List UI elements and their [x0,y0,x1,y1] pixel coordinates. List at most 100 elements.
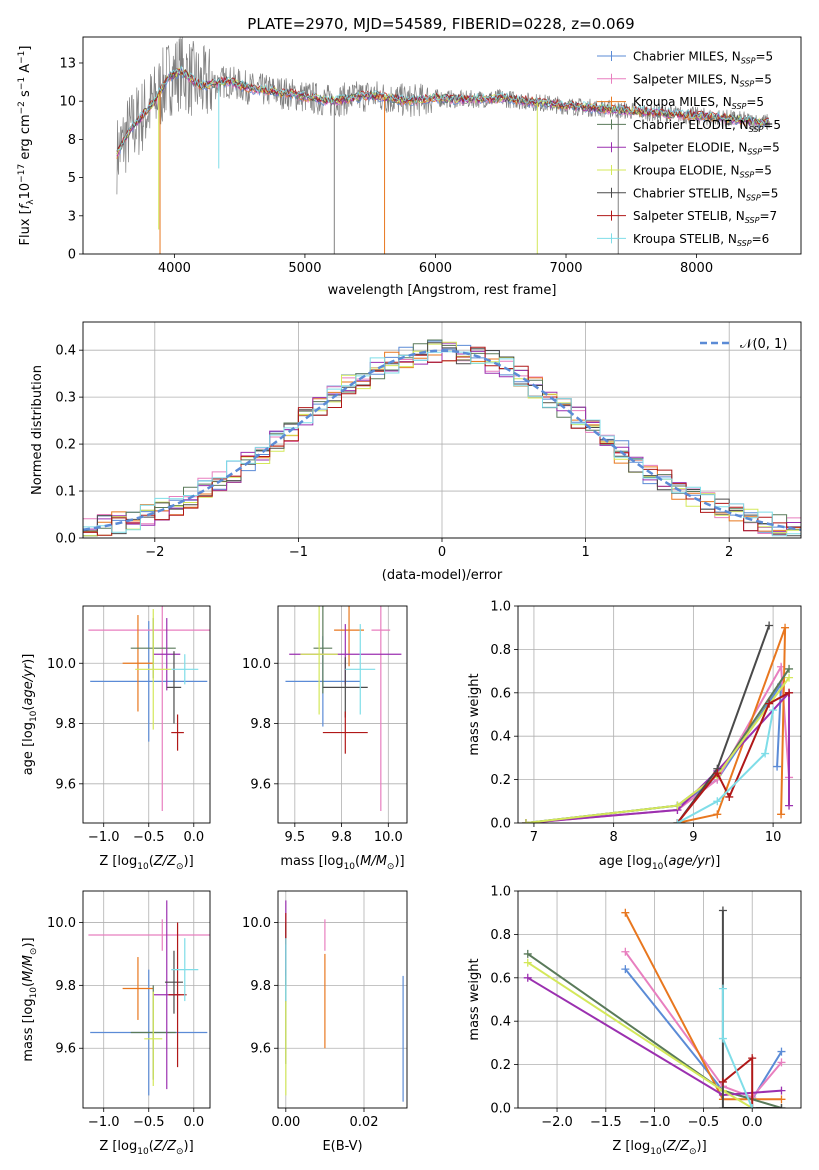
mass-vs-Z-plot-area [88,900,210,1096]
legend-count: =5 [762,141,780,155]
legend-name: Chabrier STELIB, [633,186,737,200]
mass-weight-point [777,810,786,819]
axes-frame [517,890,802,1109]
residuals-plot-area [83,339,801,538]
label-part: ⊙ [387,862,395,872]
y-axis-label: age [log10(age/yr)] [21,654,39,776]
mass-weight-line [676,710,775,823]
x-tick-label: −1.0 [88,830,120,845]
mass-weight-point [673,819,682,823]
y-tick-label: 1.0 [490,885,511,900]
label-part: ( [663,854,668,869]
y-tick-label: 9.6 [55,1042,76,1057]
x-tick-label: −2.0 [541,1115,573,1130]
y-tick-label: 10.0 [242,657,271,672]
mass-weight-point [621,965,630,974]
x-tick-label: −2 [145,545,164,560]
axes-frame [82,605,211,824]
label-part: )] [21,937,36,947]
x-tick-label: −1.0 [88,1115,120,1130]
y-tick-label: 5 [68,171,76,186]
mass-weight-point [713,797,722,806]
y-tick-label: 10.0 [47,916,76,931]
age-vs-Z-panel: −1.0 −0.5 0.09.69.810.0Z [log10(Z/Z⊙)]age … [21,605,211,872]
label-part: −17 [17,164,27,183]
x-tick-label: −1 [289,545,308,560]
legend-label: Salpeter MILES, NSSP=5 [633,72,772,88]
label-part: A [18,64,33,77]
y-tick-label: 0.0 [490,817,511,832]
label-part: 10 [344,862,356,872]
legend-name: Kroupa STELIB, [633,232,728,246]
mass-weight-point [523,958,532,967]
legend-count: =5 [763,118,781,132]
y-tick-label: 9.8 [250,979,271,994]
label-part: Z/Z [666,1139,690,1154]
legend-ssp: SSP [740,79,755,88]
legend-label: Salpeter ELODIE, NSSP=5 [633,141,780,157]
mass-weight-line [525,677,790,823]
label-part: M/M [360,854,387,869]
label-part: ( [149,854,154,869]
x-tick-label: 8000 [680,261,713,276]
legend-label: Chabrier STELIB, NSSP=5 [633,186,778,202]
x-tick-label: 5000 [288,261,321,276]
mass-weight-point [521,819,530,823]
y-tick-label: 0.8 [490,643,511,658]
mass-weight-line [677,627,787,823]
x-tick-label: 0 [438,545,446,560]
label-part: )] [697,1139,707,1154]
mass-weight-point [785,673,794,682]
label-part: age [log [599,854,652,869]
y-tick-label: 0.1 [55,485,76,500]
y-axis-label: Flux [fλ10−17 erg cm−2 s−1 A−1] [17,46,36,246]
mass-weight-point [748,1054,757,1063]
legend-ssp: SSP [747,148,762,157]
x-tick-label: −0.5 [133,1115,165,1130]
legend-label: Chabrier MILES, NSSP=5 [633,50,773,66]
mass-weight-point [718,1104,727,1108]
axes-frame [277,605,408,824]
x-tick-label: 0.0 [183,830,204,845]
mass-weight-point [777,1095,786,1104]
x-tick-label: 7000 [549,261,582,276]
label-part: 10 [29,987,39,999]
y-tick-label: 10.0 [242,916,271,931]
label-part: λ [26,199,36,205]
label-part: Z [log [99,854,137,869]
x-tick-label: 0.0 [183,1115,204,1130]
x-tick-label: 7 [530,830,538,845]
x-tick-label: 0.02 [350,1115,379,1130]
label-part: 10 [652,862,664,872]
legend-n-letter: N [731,164,740,178]
label-part: 10 [29,710,39,722]
mass-weight-point [785,664,794,673]
mass-weight-point [777,1104,786,1108]
massweight-vs-Z-plot-area [523,906,786,1108]
y-tick-label: 9.8 [250,717,271,732]
mass-weight-line [527,953,782,1108]
x-tick-label: −1.0 [639,1115,671,1130]
legend-n-letter: N [728,232,737,246]
mass-weight-point [718,984,727,993]
mass-weight-point [769,706,778,715]
axes-frame [517,605,802,824]
legend-count: =5 [754,164,772,178]
x-tick-label: 9.5 [284,830,305,845]
label-part: ⊙ [689,1147,697,1157]
label-part: M/M [21,955,36,982]
legend-label: Kroupa MILES, NSSP=5 [633,95,764,111]
y-tick-label: 0.2 [490,773,511,788]
y-tick-label: 0.6 [490,971,511,986]
massweight-vs-Z-panel: −2.0 −1.5 −1.0 −0.5 0.0 0.0 0.2 0.4 0.6 0.8 1.0 Z [… [467,885,802,1157]
y-tick-label: 10 [59,95,76,110]
legend-ssp: SSP [749,125,764,134]
y-tick-label: 0.0 [490,1102,511,1117]
mass-weight-point [718,1034,727,1043]
label-part: 10 [18,183,33,200]
legend-count: =5 [746,95,764,109]
legend-n-letter: N [738,141,747,155]
